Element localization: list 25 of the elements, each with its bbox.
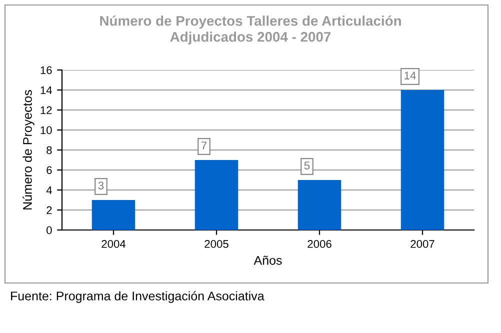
y-tick-label: 16 xyxy=(40,66,52,74)
bar xyxy=(298,180,342,230)
chart-title: Número de Proyectos Talleres de Articulación Adjudicados 2004 - 2007 xyxy=(100,15,401,45)
data-label: 3 xyxy=(98,182,104,190)
y-tick-label: 0 xyxy=(46,226,52,234)
x-tick-label: 2004 xyxy=(102,240,126,248)
y-tick-label: 2 xyxy=(46,206,52,214)
data-label: 7 xyxy=(201,142,207,150)
y-tick-label: 12 xyxy=(40,106,52,114)
y-tick-label: 10 xyxy=(40,126,52,134)
x-tick-label: 2005 xyxy=(204,240,228,248)
data-label: 5 xyxy=(304,162,310,170)
y-tick-label: 14 xyxy=(40,86,52,94)
data-label: 14 xyxy=(404,72,416,80)
x-tick-label: 2006 xyxy=(308,240,332,248)
y-tick-label: 4 xyxy=(46,186,52,194)
x-axis-title: Años xyxy=(254,256,282,265)
bar xyxy=(400,90,444,230)
bar xyxy=(92,200,136,230)
y-tick-label: 6 xyxy=(46,166,52,174)
y-axis-title: Número de Proyectos xyxy=(22,90,34,210)
x-tick-label: 2007 xyxy=(410,240,434,248)
y-tick-label: 8 xyxy=(46,146,52,154)
bar xyxy=(194,160,238,230)
source-note: Fuente: Programa de Investigación Asociativa xyxy=(11,291,264,303)
